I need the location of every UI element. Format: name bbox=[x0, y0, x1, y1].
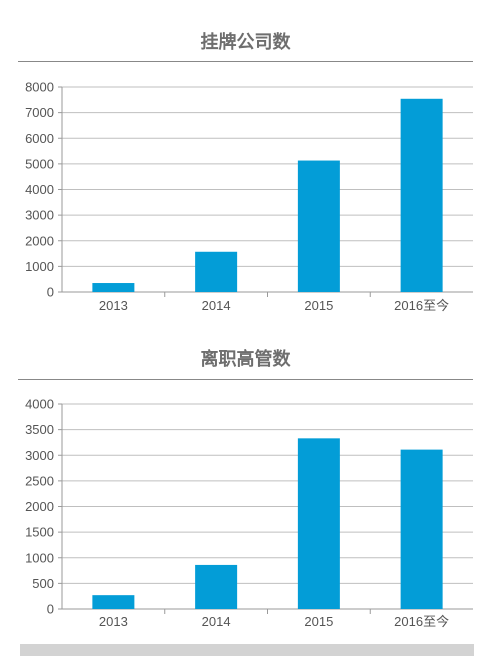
bar-chart-listed-companies: 0 1000 2000 3000 4000 5000 6000 7000 8000 2013 201… bbox=[25, 80, 473, 313]
y-tick-label: 2000 bbox=[25, 233, 54, 248]
y-tick-label: 1000 bbox=[25, 259, 54, 274]
bar bbox=[195, 564, 238, 609]
x-tick-label: 2014 bbox=[202, 614, 231, 629]
bar bbox=[400, 449, 443, 609]
bar bbox=[92, 283, 135, 292]
x-tick-label: 2013 bbox=[99, 614, 128, 629]
y-tick-label: 7000 bbox=[25, 105, 54, 120]
title-divider bbox=[18, 61, 473, 62]
y-tick-label: 3000 bbox=[25, 208, 54, 223]
x-tick-label: 2015 bbox=[304, 298, 333, 313]
title-divider bbox=[18, 379, 473, 380]
bar bbox=[297, 160, 340, 292]
x-tick-label: 2013 bbox=[99, 298, 128, 313]
bar bbox=[297, 438, 340, 609]
chart-title: 挂牌公司数 bbox=[200, 32, 291, 53]
chart-title: 离职高管数 bbox=[200, 349, 291, 370]
bar bbox=[400, 98, 443, 292]
y-tick-label: 8000 bbox=[25, 80, 54, 95]
y-tick-label: 4000 bbox=[25, 182, 54, 197]
x-tick-label: 2016至今 bbox=[394, 614, 449, 629]
y-tick-label: 500 bbox=[32, 576, 54, 591]
x-tick-label: 2014 bbox=[202, 298, 231, 313]
y-tick-label: 5000 bbox=[25, 156, 54, 171]
y-tick-label: 2500 bbox=[25, 473, 54, 488]
y-tick-label: 0 bbox=[47, 602, 54, 617]
y-tick-label: 4000 bbox=[25, 397, 54, 412]
y-tick-label: 3500 bbox=[25, 422, 54, 437]
y-tick-label: 0 bbox=[47, 285, 54, 300]
y-tick-label: 1000 bbox=[25, 550, 54, 565]
bar bbox=[92, 595, 135, 609]
y-tick-label: 6000 bbox=[25, 131, 54, 146]
x-tick-label: 2016至今 bbox=[394, 298, 449, 313]
y-tick-label: 1500 bbox=[25, 525, 54, 540]
x-tick-label: 2015 bbox=[304, 614, 333, 629]
footer-bar bbox=[20, 644, 474, 656]
y-tick-label: 2000 bbox=[25, 499, 54, 514]
y-tick-label: 3000 bbox=[25, 448, 54, 463]
bar bbox=[195, 251, 238, 292]
